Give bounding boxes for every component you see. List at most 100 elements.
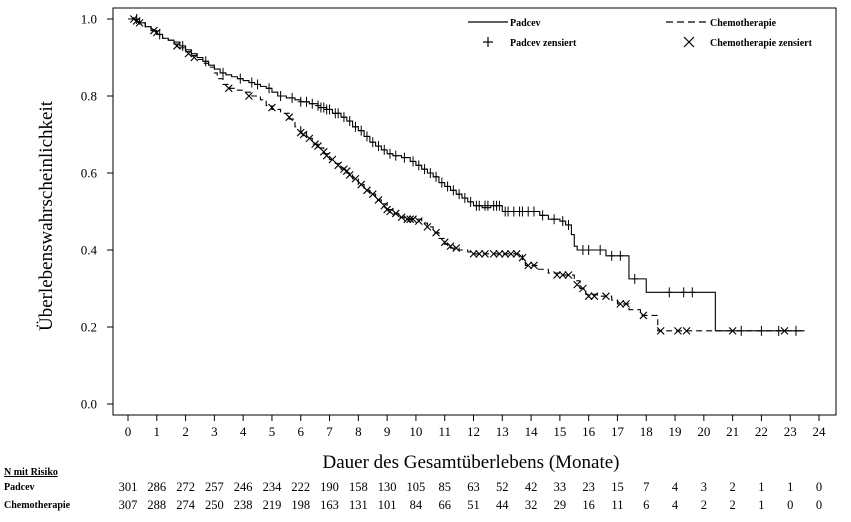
chemotherapie-censor-mark (268, 103, 276, 112)
chemotherapie-censor-mark (780, 326, 789, 335)
risk-value: 32 (525, 498, 538, 512)
chemotherapie-censor-mark (342, 167, 351, 175)
risk-value: 307 (119, 498, 138, 512)
risk-value: 288 (147, 498, 166, 512)
chemotherapie-censor-mark (507, 249, 515, 258)
chemotherapie-censor-mark (489, 249, 498, 258)
risk-value: 272 (176, 480, 195, 494)
x-tick-label: 18 (640, 424, 653, 439)
padcev-censor-mark (381, 144, 388, 155)
chemotherapie-censor-mark (452, 244, 461, 252)
chemotherapie-censor-mark (674, 326, 682, 335)
chemotherapie-censor-mark (475, 249, 484, 258)
padcev-censor-mark (505, 206, 512, 217)
risk-value: 44 (496, 498, 509, 512)
chemotherapie-censor-mark (495, 249, 504, 258)
risk-value: 222 (291, 480, 310, 494)
padcev-censor-mark (456, 189, 463, 200)
x-tick-label: 22 (755, 424, 768, 439)
risk-value: 66 (438, 498, 451, 512)
risk-value: 257 (205, 480, 224, 494)
x-tick-label: 19 (669, 424, 682, 439)
padcev-censor-mark (579, 245, 586, 255)
padcev-censor-mark (551, 214, 558, 225)
risk-value: 158 (349, 480, 368, 494)
chemotherapie-censor-mark (403, 215, 412, 224)
risk-value: 7 (643, 480, 649, 494)
padcev-censor-mark (484, 200, 491, 211)
padcev-censor-mark (352, 121, 359, 132)
padcev-censor-mark (421, 164, 428, 175)
chemotherapie-censor-mark (639, 311, 648, 320)
padcev-censor-mark (156, 29, 163, 40)
padcev-censor-mark (539, 210, 546, 221)
risk-value: 246 (234, 480, 253, 494)
x-tick-label: 9 (384, 424, 391, 439)
legend-padcev-censor-label: Padcev zensiert (510, 38, 577, 49)
risk-value: 234 (263, 480, 283, 494)
padcev-censor-mark (792, 325, 799, 336)
padcev-censor-mark (415, 160, 422, 171)
x-tick-label: 20 (697, 424, 710, 439)
x-tick-label: 4 (240, 424, 247, 439)
x-tick-label: 11 (438, 424, 451, 439)
risk-value: 250 (205, 498, 224, 512)
x-axis-label: Dauer des Gesamtüberlebens (Monate) (322, 452, 619, 473)
legend-chemo-censor-label: Chemotherapie zensiert (710, 38, 813, 49)
risk-value: 1 (758, 498, 764, 512)
risk-value: 198 (291, 498, 310, 512)
padcev-censor-mark (680, 287, 687, 298)
risk-value: 274 (176, 498, 196, 512)
risk-value: 15 (611, 480, 624, 494)
risk-value: 2 (701, 498, 707, 512)
padcev-censor-mark (559, 216, 566, 227)
x-tick-label: 14 (525, 424, 539, 439)
risk-value: 3 (701, 480, 707, 494)
padcev-censor-mark (525, 206, 532, 217)
y-axis-label: Überlebenswahrscheinlichkeit (36, 100, 57, 331)
padcev-censor-mark (340, 112, 347, 123)
risk-value: 33 (554, 480, 567, 494)
risk-value: 0 (816, 480, 822, 494)
chemotherapie-censor-mark (622, 300, 630, 308)
y-tick-label: 0.0 (81, 397, 97, 412)
padcev-censor-mark (438, 177, 445, 188)
padcev-censor-mark (277, 91, 284, 101)
risk-value: 42 (525, 480, 538, 494)
risk-value: 16 (582, 498, 595, 512)
risk-table: N mit Risiko Padcev Chemotherapie 301 286… (4, 467, 822, 512)
padcev-censor-mark (358, 125, 365, 136)
chemotherapie-censor-mark (285, 113, 294, 122)
risk-value: 0 (787, 498, 793, 512)
legend-chemo-label: Chemotherapie (710, 18, 777, 29)
risk-value: 52 (496, 480, 509, 494)
risk-value: 23 (582, 480, 595, 494)
chemotherapie-censor-mark (584, 292, 593, 301)
chemotherapie-censor-mark (245, 92, 253, 100)
chemotherapie-censor-mark (446, 242, 455, 251)
legend: Padcev Chemotherapie Padcev zensiert Che… (468, 18, 813, 49)
risk-value: 1 (758, 480, 764, 494)
x-tick-label: 12 (467, 424, 480, 439)
legend-padcev-label: Padcev (510, 18, 541, 29)
risk-value: 101 (378, 498, 397, 512)
risk-value: 4 (672, 498, 679, 512)
chemotherapie-censor-mark (152, 28, 161, 37)
padcev-censor-mark (392, 150, 399, 161)
risk-row-label-padcev: Padcev (4, 482, 35, 493)
padcev-censor-mark (433, 171, 440, 182)
chemotherapie-censor-mark (406, 215, 415, 224)
chemotherapie-censor-mark (553, 271, 561, 279)
risk-value: 84 (410, 498, 423, 512)
plot-frame (112, 7, 837, 416)
chemotherapie-censor-mark (322, 151, 331, 160)
y-tick-label: 0.2 (81, 320, 97, 335)
chemotherapie-censor-mark (590, 292, 599, 301)
padcev-censor-mark (237, 73, 244, 84)
padcev-censor-mark (363, 131, 370, 142)
chemotherapie-censor-mark (602, 292, 610, 301)
chemotherapie-censor-mark (363, 186, 371, 195)
padcev-censor-mark (775, 325, 782, 336)
risk-value: 85 (438, 480, 451, 494)
x-tick-label: 21 (726, 424, 739, 439)
